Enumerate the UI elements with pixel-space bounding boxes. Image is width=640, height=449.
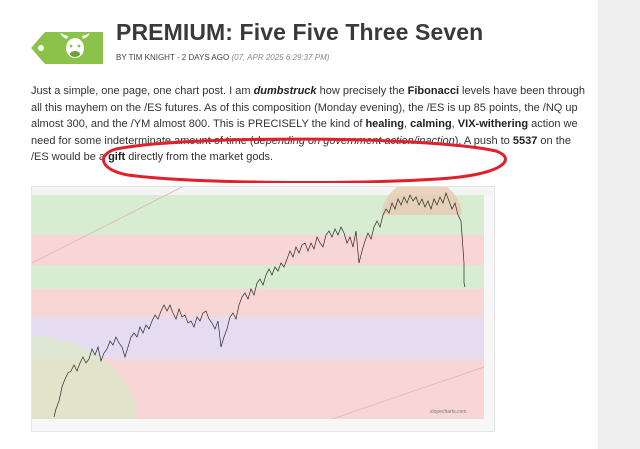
body-gift: gift [108,151,126,164]
author-line[interactable]: BY TIM KNIGHT - 2 DAYS AGO [116,53,230,62]
body-vix-withering: VIX-withering [457,118,529,131]
body-text-5: ). A push to [454,134,513,147]
body-5537: 5537 [512,134,538,147]
body-government: depending on government action/inaction [253,134,455,147]
body-text-2: how precisely the [316,85,408,97]
arc-bottom-left [32,335,138,419]
es-futures-chart: slopecharts.com [31,186,495,432]
chart-bottom-axis [32,419,494,431]
chart-watermark: slopecharts.com [430,409,466,415]
fib-band-red-2 [32,289,484,317]
body-healing: healing [365,118,404,131]
trendline-bottom-right [331,366,485,420]
fib-band-purple [32,317,484,359]
body-text-1: Just a simple, one page, one chart post.… [31,85,254,97]
body-text-7: directly from the market gods. [125,151,274,164]
body-calming: calming [410,118,452,131]
post-title[interactable]: PREMIUM: Five Five Three Seven [116,19,484,45]
chart-svg: slopecharts.com [32,187,494,431]
body-text-3: levels have been through all this mayhem… [31,85,585,131]
body-text-6: on the /ES would be a [31,134,571,164]
arc-top-right [382,187,462,215]
fib-band-red-1 [32,235,484,265]
trendline-top-left [32,187,183,264]
article-page: PREMIUM: Five Five Three Seven BY TIM KN… [31,19,591,432]
body-comma-1: , [403,118,411,131]
price-axis [484,195,494,431]
post-body: Just a simple, one page, one chart post.… [31,83,591,166]
post-byline: BY TIM KNIGHT - 2 DAYS AGO (07, APR 2025… [116,53,329,62]
page-right-gutter [598,0,640,449]
post-date: (07, APR 2025 6:29:37 PM) [231,53,330,62]
chart-top-strip [32,187,494,195]
price-line [53,191,466,418]
fib-band-green-2 [32,265,484,289]
body-comma-2: , [451,118,458,131]
body-dumbstruck: dumbstruck [253,85,317,97]
body-fibonacci: Fibonacci [407,85,459,97]
premium-tag-icon [31,32,103,64]
